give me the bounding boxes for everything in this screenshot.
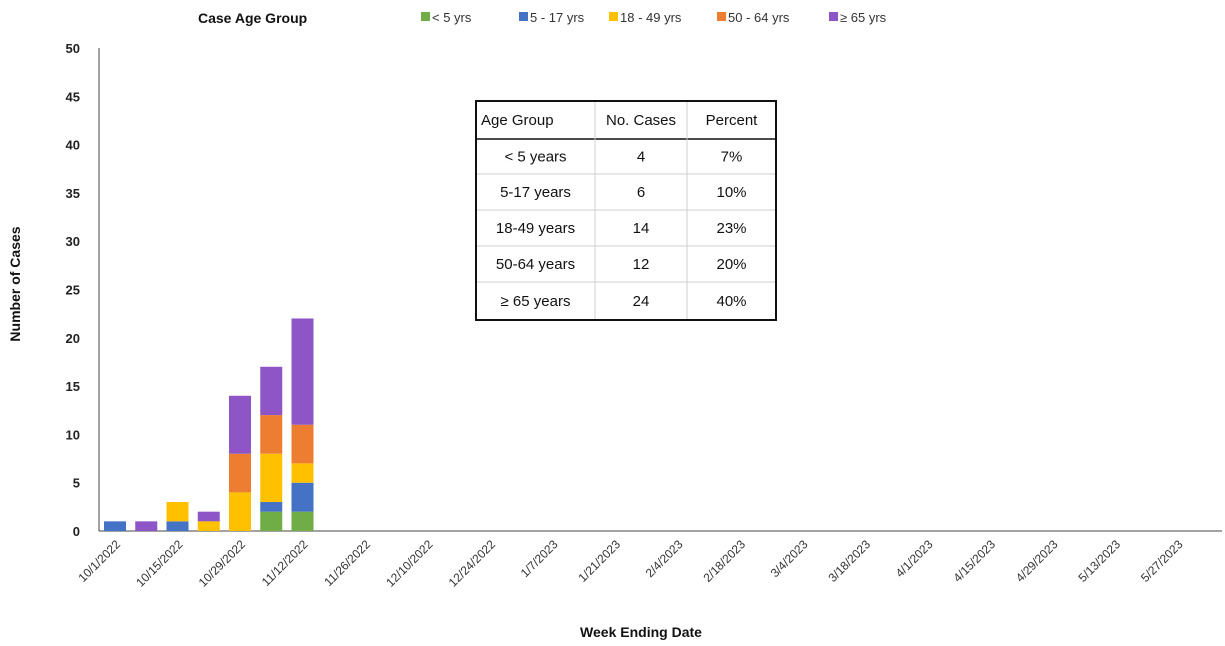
table-cell: 50-64 years [496,256,575,273]
x-tick-label: 11/12/2022 [259,537,311,589]
legend-swatch [717,12,726,21]
bar-segment [291,482,314,512]
table-cell: 14 [633,220,650,237]
x-tick-label: 3/4/2023 [768,537,811,580]
bar-segment [166,502,189,522]
legend: Case Age Group < 5 yrs 5 - 17 yrs 18 - 49 … [198,10,887,26]
x-axis: 10/1/2022 10/15/2022 10/29/2022 11/12/2022 1… [75,530,1222,590]
legend-label: 18 - 49 yrs [620,10,682,25]
bar-segment [229,492,251,531]
bar-segment [291,318,314,425]
bars [104,318,314,531]
x-tick-label: 5/13/2023 [1075,537,1123,585]
bar-segment [166,521,189,531]
y-tick-label: 35 [66,186,80,201]
x-tick-label: 4/15/2023 [950,537,998,585]
bar-segment [229,395,251,454]
table-border [475,100,777,321]
x-tick-label: 12/24/2022 [446,537,499,590]
legend-label: ≥ 65 yrs [840,10,887,25]
legend-swatch [421,12,430,21]
y-tick-label: 5 [73,476,80,491]
legend-swatch [829,12,838,21]
table-cell: 18-49 years [496,220,575,237]
y-tick-label: 30 [66,234,80,249]
x-tick-label: 2/18/2023 [700,537,748,585]
legend-label: < 5 yrs [432,10,472,25]
y-tick-label: 40 [66,138,80,153]
table-cell: 12 [633,256,650,273]
bar-segment [260,366,283,416]
bar-segment [197,521,220,531]
bar-segment [260,415,283,454]
x-tick-label: 3/18/2023 [825,537,873,585]
bar-segment [135,521,158,531]
table-cell: 23% [716,220,746,237]
x-tick-label: 4/1/2023 [893,537,936,580]
y-tick-label: 15 [66,379,80,394]
y-tick-label: 45 [66,89,80,104]
y-tick-label: 10 [66,427,80,442]
x-tick-label: 12/10/2022 [383,537,436,590]
table-header-cell: No. Cases [606,112,676,129]
bar-segment [229,453,251,493]
x-tick-label: 5/27/2023 [1138,537,1186,585]
table-cell: 10% [716,184,746,201]
legend-swatch [519,12,528,21]
x-tick-label: 10/29/2022 [196,537,249,590]
bar-segment [104,521,126,531]
table-cell: 7% [721,149,743,166]
table-cell: 5-17 years [500,184,571,201]
y-axis-title: Number of Cases [7,226,23,341]
x-tick-label: 4/29/2023 [1013,537,1061,585]
legend-swatch [609,12,618,21]
legend-title: Case Age Group [198,10,307,26]
x-tick-label: 1/21/2023 [575,537,623,585]
y-tick-label: 20 [66,331,80,346]
y-axis: 0 5 10 15 20 25 30 35 40 45 50 [66,41,100,539]
table-cell: 24 [633,293,650,310]
y-tick-label: 25 [66,283,80,298]
bar-segment [291,424,314,464]
table-cell: 40% [716,293,746,310]
legend-label: 50 - 64 yrs [728,10,790,25]
y-tick-label: 0 [73,524,80,539]
legend-label: 5 - 17 yrs [530,10,585,25]
bar-segment [260,511,283,531]
bar-segment [291,511,314,531]
y-tick-label: 50 [66,41,80,56]
x-tick-label: 10/15/2022 [133,537,186,590]
age-group-table: Age Group No. Cases Percent < 5 years 4 7% 5-1… [475,100,777,321]
table-cell: 6 [637,184,645,201]
table-cell: < 5 years [504,149,566,166]
x-axis-title: Week Ending Date [580,624,702,640]
table-cell: 4 [637,149,645,166]
table-cell: 20% [716,256,746,273]
bar-segment [260,502,283,512]
table-header-cell: Age Group [481,112,554,129]
bar-segment [291,463,314,483]
table-header-cell: Percent [706,112,759,129]
bar-segment [260,453,283,503]
x-tick-label: 1/7/2023 [518,537,561,580]
x-tick-label: 10/1/2022 [75,537,123,585]
bar-segment [197,511,220,522]
table-cell: ≥ 65 years [501,293,571,310]
x-tick-label: 11/26/2022 [321,537,373,589]
x-tick-label: 2/4/2023 [643,537,686,580]
